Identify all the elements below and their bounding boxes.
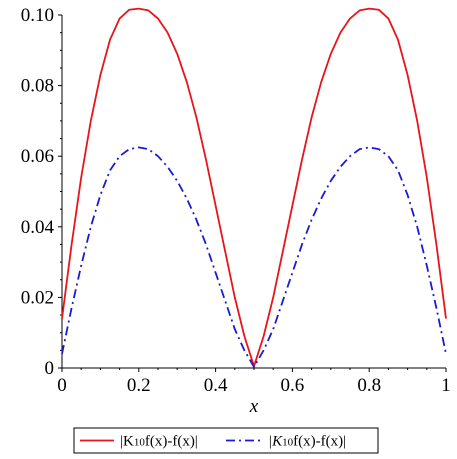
legend-label-1: |K10f(x)-f(x)| <box>120 434 198 450</box>
y-tick-label: 0 <box>45 358 55 379</box>
x-tick-label: 0.8 <box>357 375 381 396</box>
series-line-2 <box>61 146 447 368</box>
x-tick-label: 0.2 <box>127 375 151 396</box>
x-axis-title: x <box>249 396 259 417</box>
x-tick-label: 0.4 <box>204 375 228 396</box>
x-tick-label: 0 <box>57 375 67 396</box>
y-tick-label: 0.04 <box>21 217 55 238</box>
legend-label-2: |K10f(x)-f(x)| <box>268 434 346 450</box>
y-tick-label: 0.08 <box>21 76 54 97</box>
y-tick-label: 0.06 <box>21 146 54 167</box>
x-axis-ticks: 0 0.2 0.4 0.6 0.8 1 <box>57 368 451 396</box>
series-line-1 <box>61 7 447 368</box>
y-axis-ticks: 0 0.02 0.04 0.06 0.08 0.10 <box>21 5 62 379</box>
y-tick-label: 0.02 <box>21 287 54 308</box>
axes <box>61 15 446 369</box>
y-tick-label: 0.10 <box>21 5 54 26</box>
x-tick-label: 0.6 <box>281 375 305 396</box>
series-lines <box>61 7 447 368</box>
legend: |K10f(x)-f(x)| |K10f(x)-f(x)| <box>73 427 379 454</box>
x-tick-label: 1 <box>441 375 451 396</box>
